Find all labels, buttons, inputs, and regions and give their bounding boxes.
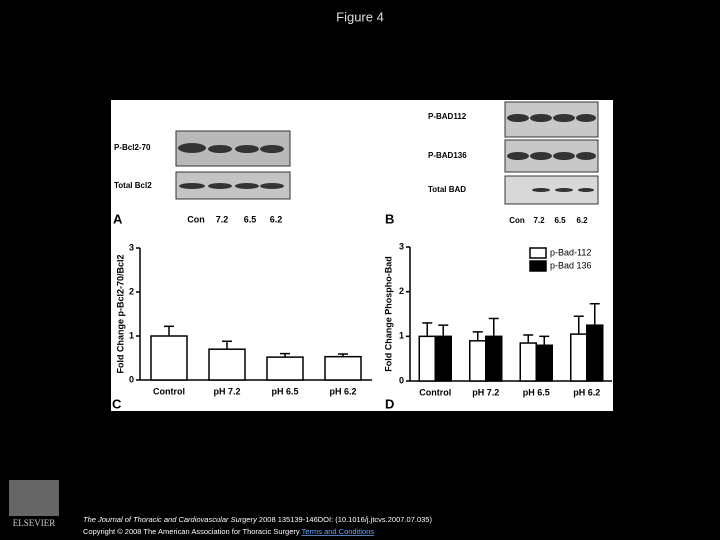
bar [485, 335, 503, 382]
publisher-name: ELSEVIER [13, 518, 56, 528]
panel-label: C [112, 396, 122, 411]
bar [519, 342, 537, 382]
lane-label: 6.2 [576, 216, 588, 225]
bar [208, 348, 246, 381]
lane-label: 6.5 [554, 216, 566, 225]
x-tick-label: pH 7.2 [472, 387, 499, 397]
blot-bands [178, 143, 284, 189]
y-tick-label: 3 [399, 241, 404, 251]
lane-label: Con [187, 214, 205, 224]
copyright-text: Copyright © 2008 The American Associatio… [83, 527, 302, 536]
x-tick-label: pH 6.2 [573, 387, 600, 397]
y-axis-label: Fold Change p-Bcl2-70/Bcl2 [115, 254, 125, 373]
copyright: Copyright © 2008 The American Associatio… [83, 527, 374, 536]
y-tick-label: 2 [129, 286, 134, 296]
y-tick-label: 0 [129, 374, 134, 384]
blot-row-label: Total Bcl2 [114, 181, 152, 190]
bar [535, 344, 553, 382]
bar [469, 340, 487, 382]
lane-label: 6.2 [270, 214, 283, 224]
publisher-logo [9, 480, 59, 516]
x-tick-label: pH 6.5 [271, 386, 298, 396]
bar [266, 356, 304, 381]
journal: The Journal of Thoracic and Cardiovascul… [83, 515, 258, 524]
x-tick-label: Control [153, 386, 185, 396]
legend-swatch [529, 247, 547, 259]
y-tick-label: 3 [129, 242, 134, 252]
citation: The Journal of Thoracic and Cardiovascul… [83, 515, 432, 524]
bar [418, 335, 436, 382]
blot-row-label: Total BAD [428, 185, 466, 194]
x-tick-label: pH 7.2 [213, 386, 240, 396]
blot-row-label: P-Bcl2-70 [114, 143, 151, 152]
lane-label: Con [509, 216, 525, 225]
lane-label: 6.5 [244, 214, 257, 224]
bar [586, 324, 604, 382]
bar [324, 355, 362, 381]
y-axis-label: Fold Change Phospho-Bad [383, 256, 393, 372]
lane-label: 7.2 [533, 216, 545, 225]
y-tick-label: 0 [399, 375, 404, 385]
legend-label: p-Bad 136 [550, 260, 592, 270]
x-tick-label: Control [419, 387, 451, 397]
y-tick-label: 2 [399, 286, 404, 296]
panel-label: B [385, 211, 394, 226]
panel-label: D [385, 396, 394, 411]
legend-swatch [529, 260, 547, 272]
blot-row-label: P-BAD136 [428, 151, 467, 160]
terms-link[interactable]: Terms and Conditions [302, 527, 375, 536]
doi: 2008 135139-146DOI: (10.1016/j.jtcvs.200… [257, 515, 433, 524]
blot-bands [507, 114, 596, 192]
blot-row-label: P-BAD112 [428, 112, 467, 121]
x-tick-label: pH 6.2 [329, 386, 356, 396]
x-tick-label: pH 6.5 [523, 387, 550, 397]
y-tick-label: 1 [129, 330, 134, 340]
y-tick-label: 1 [399, 331, 404, 341]
bar [570, 333, 588, 382]
panel-label: A [113, 211, 123, 226]
bar [150, 335, 188, 381]
bar [434, 335, 452, 382]
legend-label: p-Bad-112 [550, 247, 591, 257]
lane-label: 7.2 [216, 214, 229, 224]
slide-title: Figure 4 [336, 9, 384, 24]
